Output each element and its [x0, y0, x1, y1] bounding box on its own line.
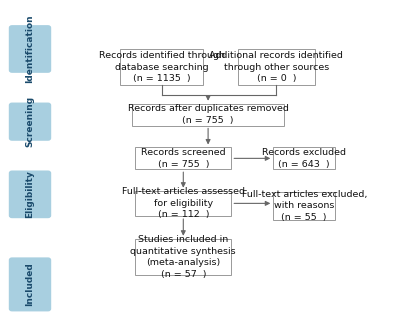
- FancyBboxPatch shape: [132, 104, 284, 125]
- FancyBboxPatch shape: [273, 192, 335, 220]
- FancyBboxPatch shape: [135, 147, 231, 169]
- FancyBboxPatch shape: [120, 50, 204, 85]
- Text: Records excluded
(n = 643  ): Records excluded (n = 643 ): [262, 148, 346, 169]
- Text: Included: Included: [26, 263, 34, 306]
- FancyBboxPatch shape: [135, 191, 231, 216]
- Text: Additional records identified
through other sources
(n = 0  ): Additional records identified through ot…: [209, 51, 343, 83]
- FancyBboxPatch shape: [135, 239, 231, 275]
- Text: Eligibility: Eligibility: [26, 170, 34, 218]
- FancyBboxPatch shape: [273, 147, 335, 169]
- Text: Screening: Screening: [26, 96, 34, 147]
- Text: Records identified through
database searching
(n = 1135  ): Records identified through database sear…: [98, 51, 225, 83]
- Text: Full-text articles assessed
for eligibility
(n = 112  ): Full-text articles assessed for eligibil…: [122, 187, 245, 219]
- Text: Identification: Identification: [26, 15, 34, 83]
- Text: Full-text articles excluded,
with reasons
(n = 55  ): Full-text articles excluded, with reason…: [242, 190, 367, 222]
- Text: Records screened
(n = 755  ): Records screened (n = 755 ): [141, 148, 226, 169]
- Text: Records after duplicates removed
(n = 755  ): Records after duplicates removed (n = 75…: [128, 104, 288, 125]
- FancyBboxPatch shape: [238, 50, 315, 85]
- Text: Studies included in
quantitative synthesis
(meta-analysis)
(n = 57  ): Studies included in quantitative synthes…: [130, 235, 236, 279]
